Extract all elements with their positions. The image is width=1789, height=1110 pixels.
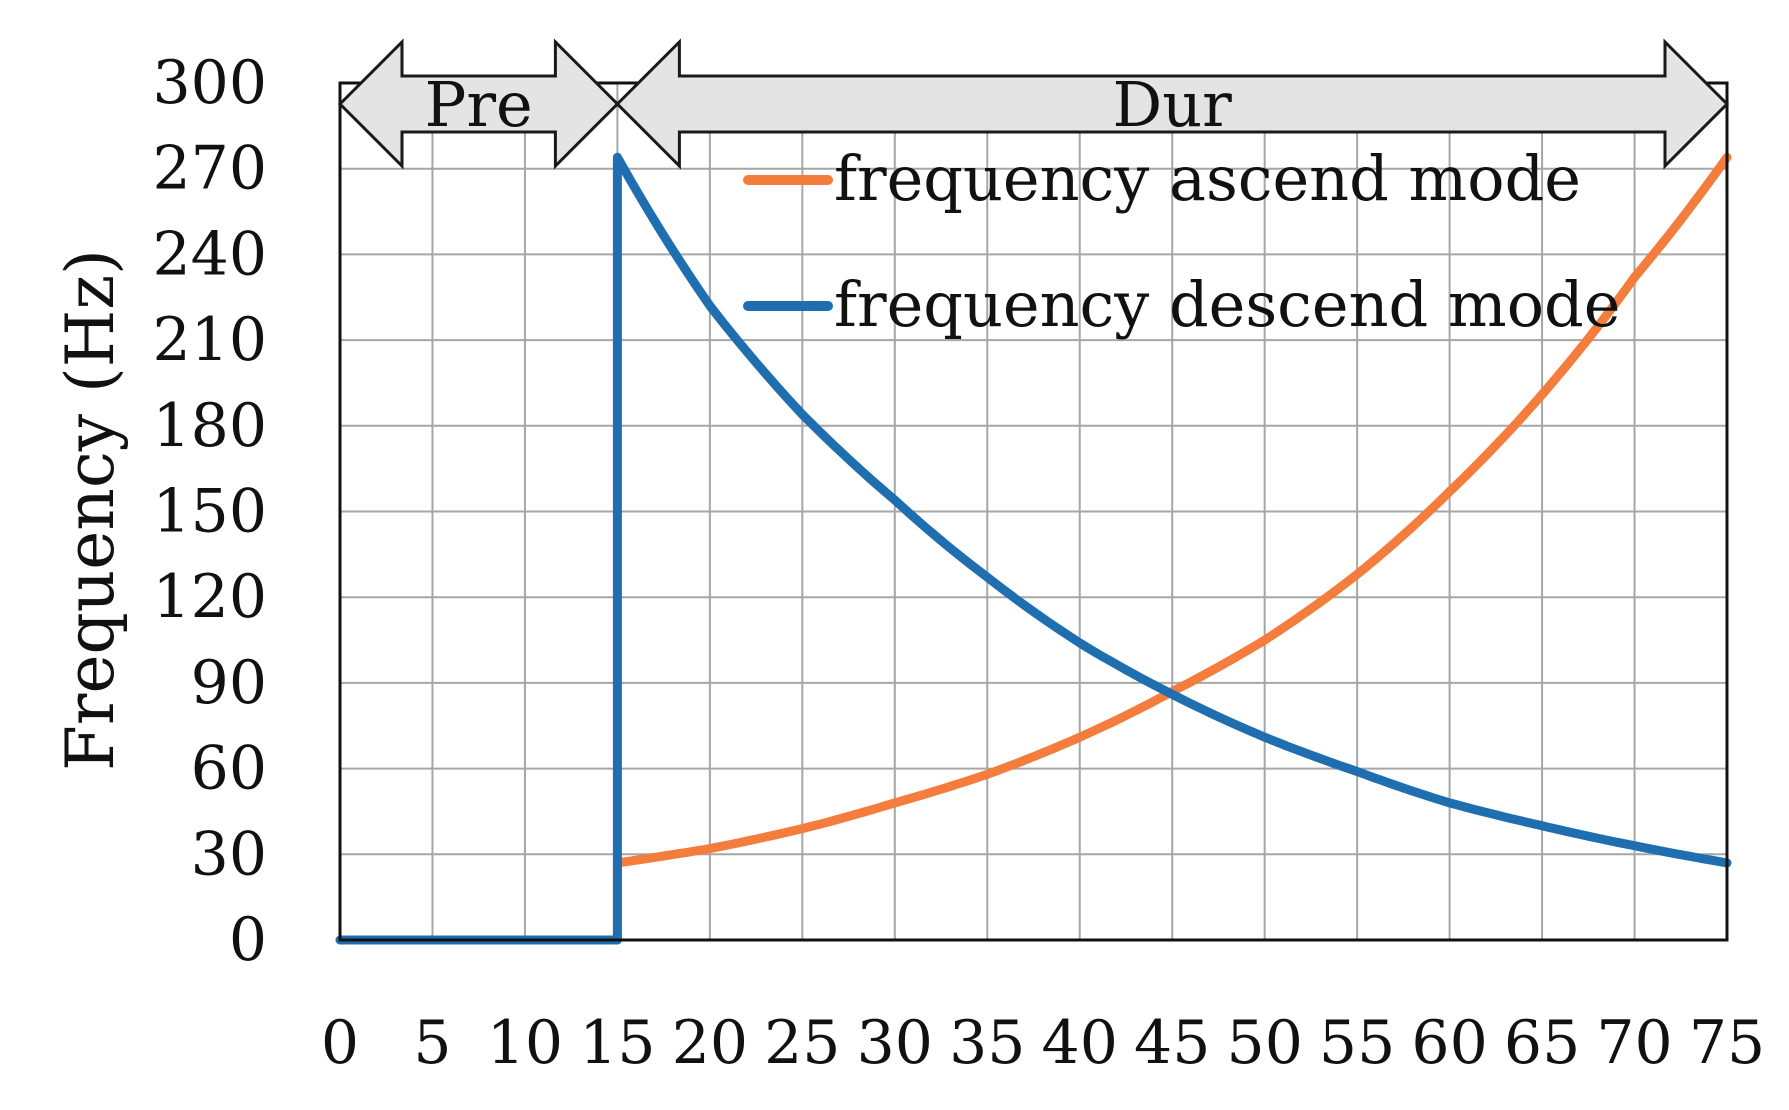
phase-label-pre: Pre xyxy=(425,68,533,141)
phase-arrows: Pre Dur xyxy=(337,38,1730,170)
legend-label-1: frequency descend mode xyxy=(834,268,1620,341)
x-tick-label-2: 10 xyxy=(487,1008,563,1078)
y-tick-label-2: 60 xyxy=(191,734,267,804)
x-tick-label-3: 15 xyxy=(579,1008,655,1078)
x-tick-label-11: 55 xyxy=(1319,1008,1395,1078)
x-tick-label-5: 25 xyxy=(764,1008,840,1078)
phase-arrow-dur xyxy=(615,38,1730,170)
series-line-1 xyxy=(335,152,1732,945)
x-tick-label-13: 65 xyxy=(1504,1008,1580,1078)
x-tick-label-10: 50 xyxy=(1227,1008,1303,1078)
y-tick-label-4: 120 xyxy=(152,562,267,632)
x-tick-label-0: 0 xyxy=(321,1008,359,1078)
y-tick-label-9: 270 xyxy=(152,134,267,204)
x-tick-label-1: 5 xyxy=(413,1008,451,1078)
y-tick-label-5: 150 xyxy=(152,477,267,547)
x-tick-label-12: 60 xyxy=(1411,1008,1487,1078)
x-tick-label-9: 45 xyxy=(1134,1008,1210,1078)
series-line-0 xyxy=(335,152,1732,945)
x-tick-label-7: 35 xyxy=(949,1008,1025,1078)
x-tick-label-4: 20 xyxy=(672,1008,748,1078)
y-tick-label-6: 180 xyxy=(152,391,267,461)
y-axis-title: Frequency (Hz) xyxy=(52,249,129,771)
y-tick-label-3: 90 xyxy=(191,648,267,718)
grid xyxy=(339,82,1728,941)
y-tick-label-10: 300 xyxy=(152,48,267,118)
x-tick-label-15: 75 xyxy=(1689,1008,1765,1078)
x-tick-label-14: 70 xyxy=(1596,1008,1672,1078)
legend-label-0: frequency ascend mode xyxy=(834,142,1581,215)
phase-label-dur: Dur xyxy=(1113,68,1233,141)
y-tick-label-7: 210 xyxy=(152,305,267,375)
x-tick-label-6: 30 xyxy=(857,1008,933,1078)
legend: frequency ascend mode frequency descend m… xyxy=(743,142,1620,341)
y-tick-label-0: 0 xyxy=(229,905,267,975)
y-tick-label-1: 30 xyxy=(191,819,267,889)
x-tick-label-8: 40 xyxy=(1042,1008,1118,1078)
y-axis-ticks: 0 30 60 90 120 150 180 210 240 270 300 xyxy=(152,48,267,975)
y-tick-label-8: 240 xyxy=(152,219,267,289)
series-lines xyxy=(335,152,1732,945)
x-axis-ticks: 0 5 10 15 20 25 30 35 40 45 50 55 60 65 70 75 xyxy=(321,1008,1765,1078)
